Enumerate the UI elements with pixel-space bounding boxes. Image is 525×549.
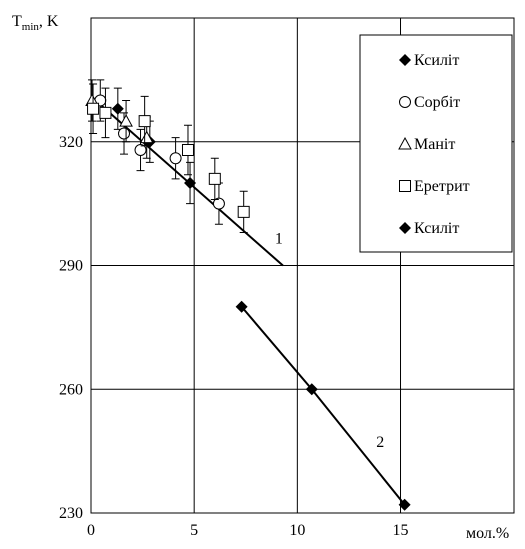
marker <box>235 300 248 313</box>
y-label-main: T <box>12 13 22 30</box>
marker <box>134 144 147 156</box>
legend: Ксиліт Сорбіт Маніт Еретрит Ксиліт <box>359 34 513 253</box>
marker <box>208 172 221 185</box>
legend-label: Сорбіт <box>414 94 460 111</box>
legend-label: Маніт <box>414 136 455 153</box>
y-label-sub: min <box>22 21 40 33</box>
x-tick-label: 0 <box>87 522 95 539</box>
marker <box>305 383 318 396</box>
y-tick-label: 290 <box>59 258 83 275</box>
marker <box>169 152 182 165</box>
marker <box>398 498 411 511</box>
series-line <box>240 306 406 506</box>
plot-frame <box>90 17 515 514</box>
marker <box>212 197 225 210</box>
marker <box>111 102 124 115</box>
legend-label: Ксиліт <box>414 52 459 69</box>
marker <box>118 127 131 140</box>
marker <box>119 114 133 127</box>
marker <box>181 144 194 156</box>
x-axis-label: мол.% <box>466 525 509 542</box>
y-label-rest: , K <box>39 13 59 30</box>
legend-box <box>359 34 513 253</box>
legend-label: Еретрит <box>414 178 470 195</box>
legend-marker <box>399 222 411 234</box>
y-tick-label: 230 <box>59 505 83 522</box>
x-tick-label: 10 <box>289 522 305 539</box>
legend-marker <box>399 54 411 66</box>
x-tick-label: 15 <box>393 522 409 539</box>
marker <box>138 115 151 128</box>
legend-marker <box>399 96 411 108</box>
legend-marker <box>398 136 412 150</box>
line-label: 1 <box>275 231 283 248</box>
legend-label: Ксиліт <box>414 220 459 237</box>
y-axis-label: Tmin, K <box>12 13 59 33</box>
y-tick-label: 260 <box>59 381 83 398</box>
x-tick-label: 5 <box>190 522 198 539</box>
marker <box>99 106 112 119</box>
y-tick-label: 320 <box>59 134 83 151</box>
marks: 12 <box>85 79 411 511</box>
marker <box>87 102 100 115</box>
marker <box>237 205 250 218</box>
marker <box>139 130 154 144</box>
legend-marker <box>399 180 411 192</box>
marker <box>184 177 197 189</box>
line-label: 2 <box>376 434 384 451</box>
